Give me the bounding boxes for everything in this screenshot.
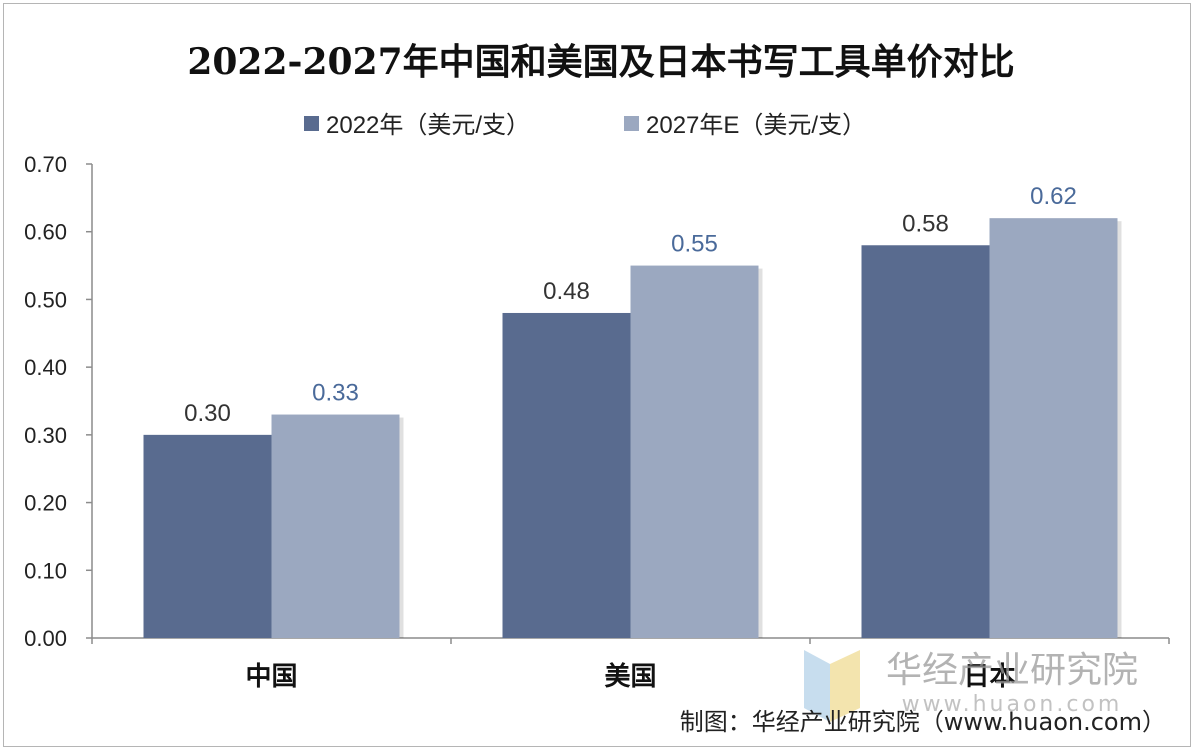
- chart-frame: 2022-2027年中国和美国及日本书写工具单价对比 2022年（美元/支） 20…: [3, 3, 1191, 747]
- bar-chart: 2022-2027年中国和美国及日本书写工具单价对比 2022年（美元/支） 20…: [24, 41, 1170, 736]
- y-tick-label: 0.40: [24, 355, 67, 380]
- y-tick-label: 0.70: [24, 152, 67, 177]
- watermark-logo-icon: [804, 650, 860, 722]
- data-label: 0.48: [543, 278, 590, 305]
- y-tick-label: 0.10: [24, 558, 67, 583]
- y-tick-label: 0.30: [24, 423, 67, 448]
- bars: 0.30 0.48 0.58 0.33 0.55 0.62: [143, 183, 1122, 638]
- bar: [502, 312, 631, 638]
- bar: [271, 414, 400, 638]
- watermark: 华经产业研究院 www.huaon.com: [804, 650, 1138, 722]
- y-tick-label: 0.60: [24, 220, 67, 245]
- y-tick-label: 0.20: [24, 491, 67, 516]
- legend-label: 2022年（美元/支）: [326, 112, 530, 139]
- watermark-name: 华经产业研究院: [886, 650, 1138, 691]
- bar: [861, 245, 990, 638]
- y-axis: 0.00 0.10 0.20 0.30 0.40 0.50 0.60 0.70: [24, 152, 93, 651]
- legend-label: 2027年E（美元/支）: [646, 112, 866, 139]
- x-category-label: 中国: [245, 662, 297, 692]
- legend-swatch: [304, 116, 319, 131]
- chart-title: 2022-2027年中国和美国及日本书写工具单价对比: [187, 41, 1014, 83]
- bar: [143, 434, 272, 638]
- y-tick-label: 0.00: [24, 626, 67, 651]
- data-label: 0.30: [184, 400, 231, 427]
- source-note: 制图：华经产业研究院（www.huaon.com）: [680, 708, 1166, 736]
- data-label: 0.58: [902, 210, 949, 237]
- data-label: 0.33: [312, 380, 359, 407]
- bar: [630, 265, 759, 638]
- y-tick-label: 0.50: [24, 287, 67, 312]
- x-category-label: 美国: [604, 661, 656, 692]
- bar: [989, 218, 1118, 638]
- data-label: 0.62: [1030, 183, 1077, 210]
- data-label: 0.55: [671, 231, 718, 258]
- watermark-url: www.huaon.com: [902, 692, 1123, 717]
- legend: 2022年（美元/支） 2027年E（美元/支）: [304, 112, 866, 139]
- legend-swatch: [624, 116, 639, 131]
- x-category-label: 日本: [963, 662, 1015, 692]
